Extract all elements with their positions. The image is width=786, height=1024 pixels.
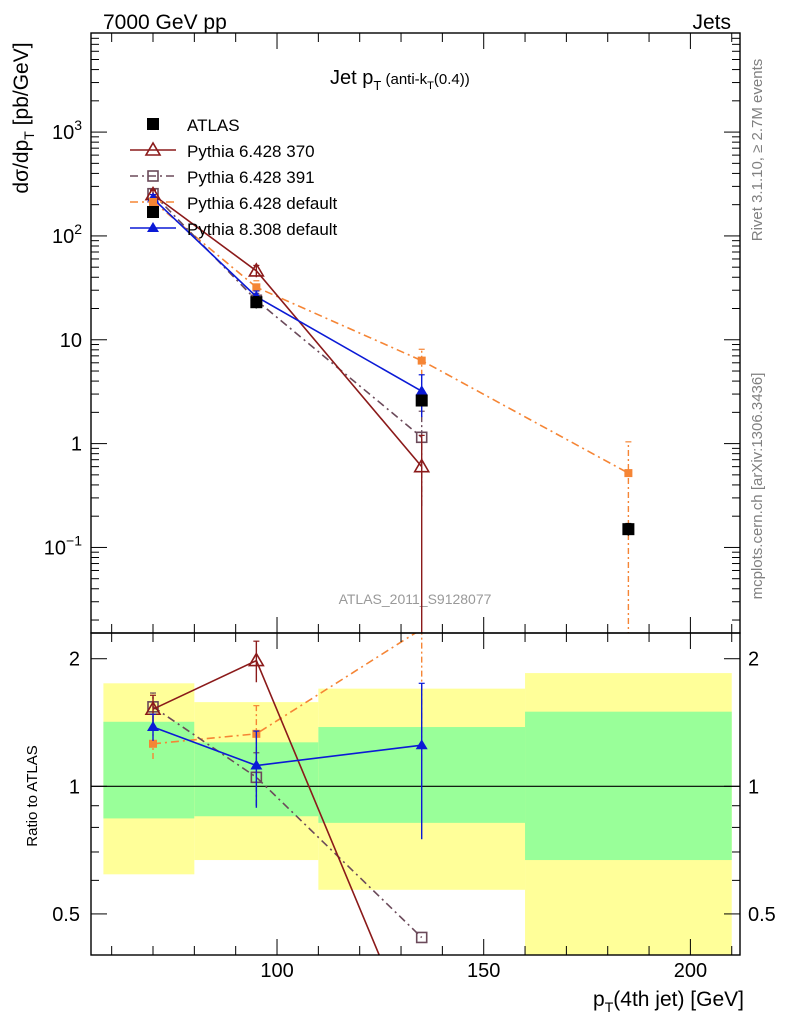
ratio-y-axis-label: Ratio to ATLAS (24, 745, 41, 846)
ratio-y-tick-label: 2 (69, 649, 80, 671)
main-atlas-point (147, 205, 160, 218)
ratio-p8-point (147, 721, 160, 732)
chart-title-paren: (anti-k (385, 71, 427, 88)
chart-title-sub: T (373, 78, 381, 93)
main-y-tick-label: 10−1 (44, 532, 82, 559)
ratio-pdef-point (149, 739, 158, 748)
ratio-series (144, 633, 428, 955)
legend-label-atlas: ATLAS (187, 116, 240, 135)
ratio-y-tick-label: 1 (69, 776, 80, 798)
main-series (144, 186, 635, 633)
ratio-pdef-line (152, 633, 417, 745)
main-y-tick-label: 102 (52, 221, 82, 248)
main-pdef-point (252, 283, 261, 292)
legend-marker-pdef (149, 198, 157, 206)
side-label-bottom: mcplots.cern.ch [arXiv:1306.3436] (749, 373, 766, 600)
legend-marker-p370 (144, 141, 162, 156)
ratio-p8-point (250, 759, 263, 770)
main-p8-point (415, 385, 428, 396)
header-left: 7000 GeV pp (103, 11, 227, 34)
legend: ATLAS Pythia 6.428 370 Pythia 6.428 391 Pyt… (130, 116, 338, 239)
legend-label-p370: Pythia 6.428 370 (187, 142, 315, 161)
legend-label-p8: Pythia 8.308 default (187, 220, 338, 239)
legend-marker-atlas (147, 118, 159, 130)
main-pdef-line (152, 200, 629, 474)
ratio-y-tick-label-right: 2 (748, 649, 759, 671)
x-axis-label: pT(4th jet) [GeV] (593, 988, 744, 1015)
legend-label-p391: Pythia 6.428 391 (187, 168, 315, 187)
main-y-tick-label: 103 (52, 117, 82, 144)
main-y-tick-label: 10 (60, 330, 82, 352)
main-atlas-point (622, 523, 635, 536)
x-tick-label: 150 (467, 960, 500, 982)
main-y-tick-label: 1 (71, 434, 82, 456)
ratio-y-tick-label-right: 0.5 (748, 904, 776, 926)
chart-title-paren-sub: T (427, 80, 434, 92)
chart-title-paren-end: (0.4)) (434, 71, 470, 88)
ratio-p8-point (415, 739, 428, 750)
ratio-p391-point (415, 931, 428, 944)
main-atlas-point (415, 394, 428, 407)
legend-marker-p391 (147, 170, 159, 182)
x-tick-label: 100 (260, 960, 293, 982)
legend-marker-p8 (147, 222, 159, 232)
ratio-y-tick-label: 0.5 (52, 904, 80, 926)
ratio-frame (90, 632, 741, 956)
main-pdef-point (417, 356, 426, 365)
legend-label-pdef: Pythia 6.428 default (187, 194, 338, 213)
side-label-top: Rivet 3.1.10, ≥ 2.7M events (749, 59, 766, 242)
main-p370-point (413, 458, 431, 473)
ratio-y-tick-label-right: 1 (748, 776, 759, 798)
chart-title: Jet pT (anti-kT(0.4)) (330, 67, 470, 93)
band-green (103, 721, 195, 819)
main-atlas-point (250, 296, 263, 309)
header-right: Jets (692, 11, 731, 34)
x-tick-label: 200 (674, 960, 707, 982)
ratio-p391-line (152, 706, 423, 939)
ratio-p370-point (247, 651, 265, 667)
main-p370-point (247, 262, 265, 277)
watermark: ATLAS_2011_S9128077 (339, 591, 492, 607)
chart-title-main: Jet p (330, 67, 373, 89)
ratio-bands (103, 673, 732, 955)
main-pdef-point (624, 469, 633, 478)
main-y-axis-label: dσ/dpT [pb/GeV] (10, 42, 37, 193)
